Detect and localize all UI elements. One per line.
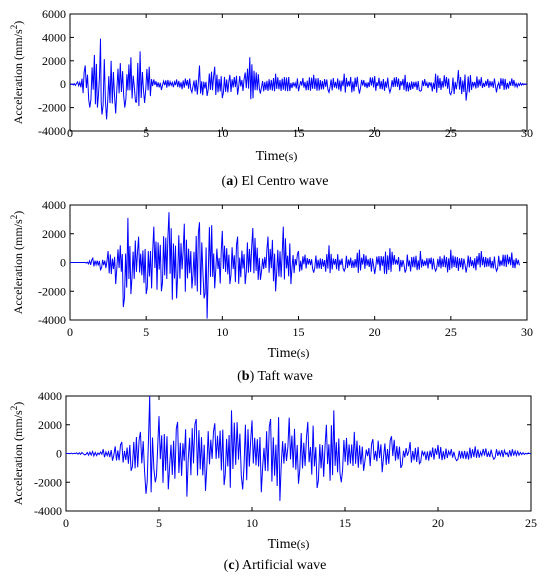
x-tick-label: 0 [63, 516, 69, 530]
plot-frame [69, 204, 528, 321]
x-tick-label: 20 [369, 126, 381, 140]
x-tick-label: 5 [156, 516, 162, 530]
x-tick-label: 30 [521, 126, 533, 140]
y-tick-label: 4000 [42, 198, 66, 212]
x-tick-label: 10 [216, 325, 228, 339]
y-tick-label: -4000 [38, 124, 66, 138]
y-tick-label: 4000 [38, 389, 62, 403]
x-tick-label: 10 [216, 126, 228, 140]
panel-caption: (b) Taft wave [237, 369, 313, 384]
y-tick-label: 0 [60, 77, 66, 91]
x-tick-label: 20 [369, 325, 381, 339]
y-tick-label: -4000 [38, 313, 66, 327]
x-tick-label: 25 [445, 325, 457, 339]
panel-caption: (c) Artificial wave [224, 558, 327, 573]
y-tick-label: 0 [60, 256, 66, 270]
y-tick-label: 0 [56, 447, 62, 461]
series-line [66, 395, 532, 501]
chart-panel-a: 0 5 10 15 20 25 306000400020000-2000-4000Accel… [9, 7, 533, 189]
x-tick-label: 0 [67, 325, 73, 339]
x-axis-label: Time(s) [256, 149, 298, 164]
x-tick-label: 30 [521, 325, 533, 339]
y-tick-label: -2000 [34, 475, 62, 489]
x-tick-label: 20 [432, 516, 444, 530]
x-tick-label: 25 [525, 516, 537, 530]
x-tick-label: 25 [445, 126, 457, 140]
x-tick-label: 15 [293, 325, 305, 339]
y-tick-label: -4000 [34, 504, 62, 518]
series-line [69, 38, 528, 120]
x-tick-label: 0 [67, 126, 73, 140]
y-tick-label: 2000 [38, 418, 62, 432]
chart-panel-c: 0 5 10 15 20 25 4000 2000 0 -2000 -4000 Acceleratio… [9, 389, 537, 573]
y-tick-label: -2000 [38, 101, 66, 115]
y-tick-label: 2000 [42, 54, 66, 68]
x-tick-label: 15 [339, 516, 351, 530]
chart-panel-b: 0 5 10 15 20 25 30 4000 2000 0 -2000 -4000 Accelerat… [9, 198, 533, 384]
x-axis-label: Time(s) [268, 346, 310, 361]
x-tick-label: 15 [293, 126, 305, 140]
y-axis-label: Acceleration (mm/s2) [9, 21, 25, 124]
y-tick-label: 6000 [42, 7, 66, 21]
y-axis-label: Acceleration (mm/s2) [9, 211, 25, 314]
y-tick-label: -2000 [38, 284, 66, 298]
x-tick-label: 5 [143, 126, 149, 140]
x-axis-label: Time(s) [268, 537, 310, 552]
x-tick-label: 10 [246, 516, 258, 530]
x-tick-label: 5 [143, 325, 149, 339]
panel-caption: (a) El Centro wave [222, 174, 329, 189]
y-axis-label: Acceleration (mm/s2) [9, 402, 25, 505]
y-tick-label: 2000 [42, 227, 66, 241]
series-line [70, 212, 520, 319]
plot-frame [69, 13, 528, 132]
y-tick-label: 4000 [42, 30, 66, 44]
